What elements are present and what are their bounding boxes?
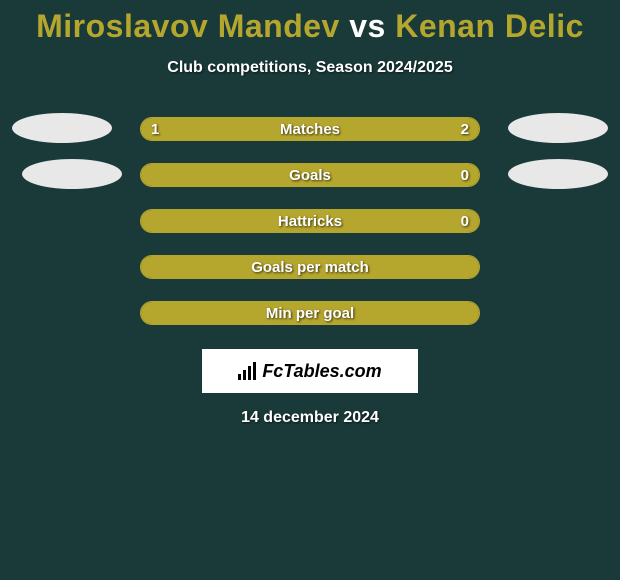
vs-text: vs [349, 8, 386, 44]
stat-row: Matches1 2 [0, 107, 620, 153]
player1-avatar-placeholder [22, 159, 122, 189]
stat-value-left: 1 [151, 118, 159, 141]
player2-avatar-placeholder [508, 159, 608, 189]
logo-bars-icon [238, 362, 256, 380]
stat-bar: Matches1 2 [140, 117, 480, 141]
logo-text: FcTables.com [262, 361, 381, 382]
stats-container: Matches12Goals0Hattricks0Goals per match… [0, 107, 620, 337]
player1-avatar-placeholder [12, 113, 112, 143]
comparison-title: Miroslavov Mandev vs Kenan Delic [0, 0, 620, 45]
subtitle: Club competitions, Season 2024/2025 [0, 59, 620, 77]
stat-row: Hattricks0 [0, 199, 620, 245]
player2-avatar-placeholder [508, 113, 608, 143]
stat-value-right: 0 [461, 164, 469, 187]
stat-bar: Goals per match [140, 255, 480, 279]
stat-label: Goals per match [141, 256, 479, 279]
date-text: 14 december 2024 [0, 409, 620, 427]
stat-row: Min per goal [0, 291, 620, 337]
logo-box: FcTables.com [202, 349, 418, 393]
player2-name: Kenan Delic [395, 8, 584, 44]
stat-value-right: 2 [461, 118, 469, 141]
player1-name: Miroslavov Mandev [36, 8, 340, 44]
stat-label: Matches [141, 118, 479, 141]
fctables-logo: FcTables.com [238, 361, 381, 382]
stat-bar: Min per goal [140, 301, 480, 325]
stat-label: Goals [141, 164, 479, 187]
stat-bar: Goals0 [140, 163, 480, 187]
stat-value-right: 0 [461, 210, 469, 233]
stat-bar: Hattricks0 [140, 209, 480, 233]
stat-label: Min per goal [141, 302, 479, 325]
stat-row: Goals0 [0, 153, 620, 199]
stat-label: Hattricks [141, 210, 479, 233]
stat-row: Goals per match [0, 245, 620, 291]
